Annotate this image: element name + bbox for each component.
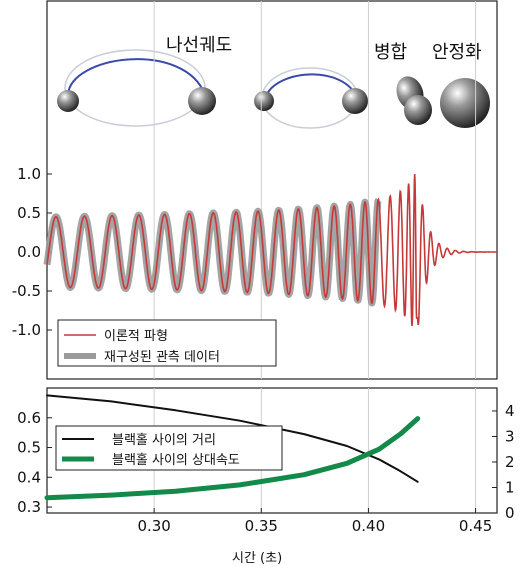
top-ytick-label-4: -1.0 (12, 321, 41, 339)
legend-distance: 블랙홀 사이의 거리 (112, 433, 216, 448)
bottom-left-ytick-label-1: 0.5 (17, 439, 41, 457)
orbit-1-arc (67, 58, 206, 96)
orbit-1 (64, 49, 206, 127)
top-panel: 1.0 0.5 0.0 -0.5 -1.0 이론적 파형 재구성된 관측 데이터 (12, 0, 498, 380)
top-ytick-label-2: 0.0 (17, 243, 41, 261)
x-axis-label: 시간 (초) (232, 551, 282, 566)
black-hole-1b (188, 87, 216, 115)
top-ytick-label-3: -0.5 (12, 282, 41, 300)
bottom-right-ytick-label-0: 4 (505, 402, 515, 420)
top-ytick-label-1: 0.5 (17, 204, 41, 222)
legend-theory: 이론적 파형 (104, 329, 168, 344)
series-observed-data (43, 197, 382, 307)
bottom-left-ytick-label-2: 0.4 (17, 468, 41, 486)
top-ytick-label-0: 1.0 (17, 165, 41, 183)
top-legend: 이론적 파형 재구성된 관측 데이터 (57, 319, 277, 367)
black-hole-1a (57, 90, 79, 112)
merger-blob-2 (404, 95, 432, 125)
bottom-left-ytick-label-0: 0.6 (17, 409, 41, 427)
series-theoretical-waveform (46, 173, 497, 327)
series-velocity (44, 416, 421, 501)
bottom-right-ytick-label-4: 0 (505, 504, 515, 522)
bottom-xtick-label-0: 0.30 (137, 517, 170, 535)
bottom-legend: 블랙홀 사이의 거리 블랙홀 사이의 상대속도 (55, 425, 283, 471)
black-hole-2b (342, 88, 368, 114)
bottom-xtick-label-2: 0.40 (352, 517, 385, 535)
bottom-right-ytick-label-2: 2 (505, 453, 515, 471)
bottom-left-ytick-label-3: 0.3 (17, 498, 41, 516)
black-hole-2a (254, 91, 274, 111)
bottom-right-ytick-label-3: 1 (505, 478, 515, 496)
illustration: 나선궤도 병합 안정화 (57, 35, 490, 129)
bottom-panel-frame (46, 387, 498, 514)
legend-velocity: 블랙홀 사이의 상대속도 (112, 453, 240, 468)
bottom-right-ytick-label-1: 3 (505, 427, 515, 445)
label-merger: 병합 (374, 42, 407, 63)
bottom-panel: 0.6 0.5 0.4 0.3 4 3 2 1 0 0.30 0.35 0.40 0.45 블랙홀 사이… (17, 387, 515, 566)
bottom-xtick-label-1: 0.35 (245, 517, 278, 535)
top-panel-frame (46, 0, 498, 380)
label-inspiral: 나선궤도 (166, 35, 232, 56)
series-distance (46, 394, 419, 483)
legend-observed: 재구성된 관측 데이터 (104, 350, 220, 365)
bottom-xtick-label-3: 0.45 (459, 517, 492, 535)
final-black-hole (440, 78, 490, 128)
label-ringdown: 안정화 (432, 42, 482, 63)
